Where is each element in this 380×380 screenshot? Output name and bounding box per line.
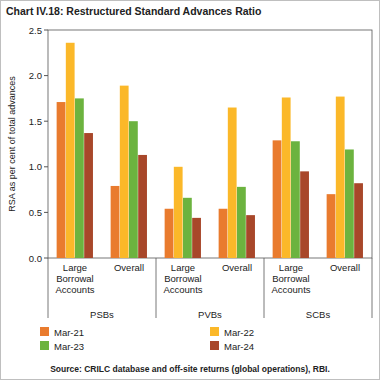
y-tick-label: 2.0: [29, 70, 42, 81]
bar: [219, 209, 228, 258]
bar: [327, 194, 336, 258]
x-tick-label: LargeBorrowalAccounts: [163, 262, 202, 295]
chart: Chart IV.18: Restructured Standard Advan…: [0, 0, 380, 380]
y-tick: [44, 30, 48, 31]
background: [1, 1, 380, 380]
bar: [138, 155, 147, 258]
x-tick-label: LargeBorrowalAccounts: [55, 262, 94, 295]
x-tick-label-line: Overall: [222, 262, 252, 273]
bar: [237, 187, 246, 258]
group-label: PVBs: [198, 309, 222, 320]
bar: [129, 121, 138, 258]
x-tick-label-line: Borrowal: [164, 273, 202, 284]
y-tick: [44, 212, 48, 213]
bar: [336, 97, 345, 258]
bar: [165, 209, 174, 258]
x-tick-label-line: Borrowal: [56, 273, 94, 284]
group-separator: [372, 258, 373, 318]
x-tick-label-line: Large: [171, 262, 195, 273]
y-tick: [44, 121, 48, 122]
x-tick-label-line: Overall: [330, 262, 360, 273]
group-separator: [264, 258, 265, 318]
legend-label: Mar-23: [54, 341, 84, 352]
y-tick-label: 1.5: [29, 116, 42, 127]
y-tick: [44, 75, 48, 76]
x-tick-label-line: Accounts: [55, 284, 94, 295]
bar: [111, 186, 120, 258]
group-label: SCBs: [306, 309, 331, 320]
bar: [282, 97, 291, 258]
bar: [183, 198, 192, 258]
bar: [192, 218, 201, 258]
y-axis-label: RSA as per cent of total advances: [7, 76, 17, 212]
legend-swatch: [210, 341, 219, 350]
x-tick-label: LargeBorrowalAccounts: [271, 262, 310, 295]
x-tick-label-line: Large: [63, 262, 87, 273]
x-tick-label-line: Accounts: [271, 284, 310, 295]
bar: [354, 183, 363, 258]
title: Chart IV.18: Restructured Standard Advan…: [6, 5, 261, 17]
bar: [228, 108, 237, 258]
bar: [75, 98, 84, 258]
legend-label: Mar-21: [54, 327, 84, 338]
x-tick-label-line: Borrowal: [272, 273, 310, 284]
x-tick-label-line: Accounts: [163, 284, 202, 295]
x-tick-label: Overall: [330, 262, 360, 273]
x-tick-label-line: Overall: [114, 262, 144, 273]
bar: [120, 86, 129, 258]
y-tick-label: 1.0: [29, 161, 42, 172]
y-tick-label: 0.5: [29, 207, 42, 218]
x-tick-label-line: Large: [279, 262, 303, 273]
x-tick-label: Overall: [222, 262, 252, 273]
legend-swatch: [40, 341, 49, 350]
bar: [174, 167, 183, 258]
bar: [291, 141, 300, 258]
x-tick-label: Overall: [114, 262, 144, 273]
y-tick-label: 0.0: [29, 253, 42, 264]
bar: [345, 149, 354, 258]
source: Source: CRILC database and off-site retu…: [50, 364, 330, 374]
legend-swatch: [40, 327, 49, 336]
bar: [246, 215, 255, 258]
legend-label: Mar-22: [224, 327, 254, 338]
legend-swatch: [210, 327, 219, 336]
legend-label: Mar-24: [224, 341, 254, 352]
group-separator: [156, 258, 157, 318]
y-tick: [44, 258, 48, 259]
bar: [57, 102, 66, 258]
plot-frame: [48, 30, 372, 258]
y-tick: [44, 166, 48, 167]
group-label: PSBs: [90, 309, 114, 320]
bar: [84, 133, 93, 258]
bars: [57, 43, 363, 258]
bar: [300, 171, 309, 258]
group-separator: [48, 258, 49, 318]
bar: [66, 43, 75, 258]
bar: [273, 140, 282, 258]
y-tick-label: 2.5: [29, 25, 42, 36]
